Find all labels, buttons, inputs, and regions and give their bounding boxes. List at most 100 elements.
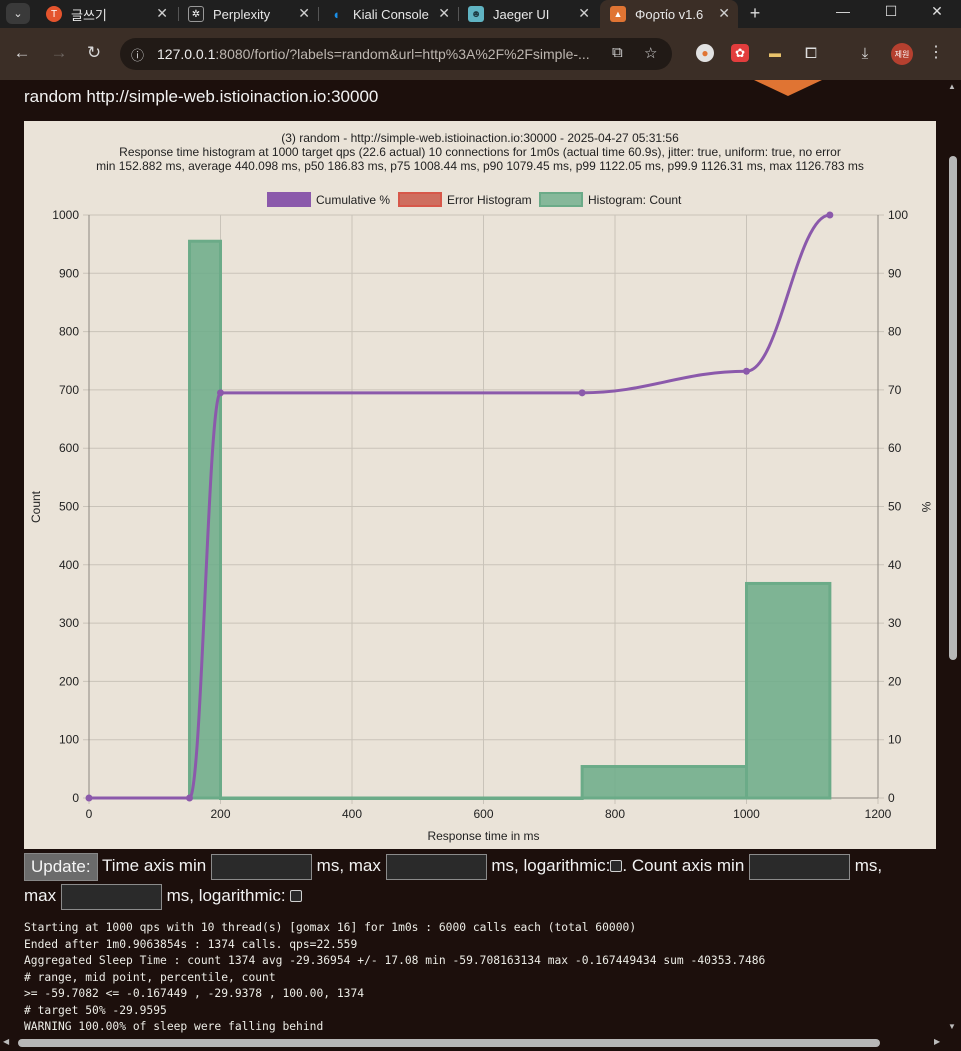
reload-icon[interactable]: ↻: [86, 43, 102, 62]
minimize-icon[interactable]: —: [836, 3, 850, 19]
tab-tistory[interactable]: T 글쓰기 ✕: [36, 0, 176, 28]
log-line: Ended after 1m0.9063854s : 1374 calls. q…: [24, 937, 358, 951]
url-host: 127.0.0.1: [157, 46, 216, 62]
y-tick-label: 100: [59, 733, 79, 747]
count-axis-min-label: . Count axis min: [622, 856, 745, 875]
tab-jaeger[interactable]: ☻ Jaeger UI ✕: [458, 0, 598, 28]
ms-comma-label: ms,: [854, 856, 883, 875]
log-line: # range, mid point, percentile, count: [24, 970, 276, 984]
tistory-icon: T: [46, 6, 62, 22]
count-axis-min-input[interactable]: [749, 853, 851, 880]
maximize-icon[interactable]: ☐: [884, 3, 898, 19]
y2-tick-label: 20: [888, 674, 902, 688]
cumulative-point: [217, 389, 224, 397]
tab-title: Perplexity: [213, 6, 271, 22]
tab-strip: ⌄ T 글쓰기 ✕ ✲ Perplexity ✕ ◖ Kiali Console…: [0, 0, 961, 28]
count-log-checkbox[interactable]: [290, 889, 303, 902]
jaeger-icon: ☻: [468, 6, 484, 22]
close-icon[interactable]: ✕: [578, 5, 590, 21]
url-path: :8080/fortio/?labels=random&url=http%3A%…: [215, 46, 590, 62]
log-line: Aggregated Sleep Time : count 1374 avg -…: [24, 954, 766, 967]
download-icon[interactable]: ⤓: [861, 44, 869, 62]
tab-kiali[interactable]: ◖ Kiali Console ✕: [318, 0, 458, 28]
x-tick-label: 600: [473, 807, 493, 821]
histogram-chart: (3) random - http://simple-web.istioinac…: [24, 121, 936, 849]
histogram-bar: [745, 581, 832, 800]
histogram-bar: [219, 796, 584, 800]
cumulative-point: [186, 794, 194, 802]
tab-perplexity[interactable]: ✲ Perplexity ✕: [178, 0, 318, 28]
time-axis-max-input[interactable]: [385, 853, 487, 880]
time-log-checkbox[interactable]: [610, 859, 623, 872]
y2-tick-label: 10: [888, 733, 902, 747]
forward-icon[interactable]: →: [50, 43, 68, 62]
extension-icon[interactable]: ●: [696, 44, 714, 62]
scroll-left-icon[interactable]: ◀: [3, 1037, 10, 1046]
chart-controls: Update: Time axis min ms, max ms, logari…: [24, 851, 924, 911]
tab-fortio[interactable]: ▲ Φορτίο v1.6 ✕: [600, 0, 738, 28]
y-tick-label: 600: [59, 441, 79, 455]
avatar[interactable]: 제원: [891, 43, 913, 65]
y2-tick-label: 90: [888, 266, 902, 280]
scroll-up-icon[interactable]: ▲: [948, 82, 956, 91]
extension-icon[interactable]: ✿: [731, 44, 749, 62]
kiali-icon: ◖: [332, 6, 340, 22]
cumulative-line: [89, 213, 831, 800]
histogram-bar: [580, 765, 748, 800]
x-axis-label: Response time in ms: [427, 829, 539, 843]
chart-svg: (3) random - http://simple-web.istioinac…: [29, 131, 933, 843]
menu-kebab-icon[interactable]: ⋮: [928, 44, 944, 61]
x-tick-label: 200: [210, 807, 230, 821]
scroll-thumb[interactable]: [18, 1039, 880, 1047]
scroll-right-icon[interactable]: ▶: [934, 1037, 941, 1046]
address-bar[interactable]: ⓘ 127.0.0.1:8080/fortio/?labels=random&u…: [120, 38, 672, 70]
page-content: random http://simple-web.istioinaction.i…: [0, 80, 945, 1035]
y2-tick-label: 40: [888, 558, 902, 572]
count-axis-max-input[interactable]: [60, 883, 162, 910]
y2-tick-label: 60: [888, 441, 902, 455]
y2-tick-label: 100: [888, 208, 908, 222]
x-tick-label: 1000: [733, 807, 760, 821]
y-tick-label: 300: [59, 616, 79, 630]
horizontal-scrollbar[interactable]: ◀ ▶: [0, 1035, 961, 1051]
y-tick-label: 900: [59, 266, 79, 280]
extensions-puzzle-icon[interactable]: ⧠: [804, 44, 817, 62]
url-text: 127.0.0.1:8080/fortio/?labels=random&url…: [157, 46, 590, 62]
legend-label: Error Histogram: [447, 193, 532, 207]
y-tick-label: 700: [59, 383, 79, 397]
x-tick-label: 1200: [865, 807, 892, 821]
cumulative-point: [826, 211, 834, 219]
scroll-thumb[interactable]: [949, 156, 957, 660]
vertical-scrollbar[interactable]: ▲ ▼: [945, 80, 961, 1035]
tab-divider: [458, 7, 459, 21]
extension-icon[interactable]: ▬: [769, 46, 781, 60]
site-info-icon[interactable]: ⓘ: [131, 48, 145, 63]
tab-search-button[interactable]: ⌄: [6, 3, 30, 24]
tab-title: 글쓰기: [71, 7, 107, 23]
log-line: WARNING 100.00% of sleep were falling be…: [24, 1020, 324, 1033]
histogram-bar: [188, 239, 222, 800]
tab-divider: [318, 7, 319, 21]
y2-axis-label: %: [919, 502, 933, 513]
x-tick-label: 0: [86, 807, 93, 821]
tab-title: Jaeger UI: [493, 6, 550, 22]
perplexity-icon: ✲: [188, 6, 204, 22]
back-icon[interactable]: ←: [13, 43, 31, 62]
close-icon[interactable]: ✕: [438, 5, 450, 21]
close-icon[interactable]: ✕: [156, 5, 168, 21]
bookmark-star-icon[interactable]: ☆: [644, 45, 658, 62]
close-icon[interactable]: ✕: [718, 5, 730, 21]
close-icon[interactable]: ✕: [298, 5, 310, 21]
update-button[interactable]: Update:: [24, 852, 98, 881]
new-tab-icon[interactable]: +: [749, 3, 761, 23]
scroll-down-icon[interactable]: ▼: [948, 1022, 956, 1031]
translate-icon[interactable]: ⧉: [612, 44, 623, 61]
cumulative-point: [85, 794, 93, 802]
y2-tick-label: 70: [888, 383, 902, 397]
y2-tick-label: 30: [888, 616, 902, 630]
time-log-label: ms, logarithmic:: [491, 856, 611, 875]
window-close-icon[interactable]: ✕: [931, 3, 943, 19]
fortio-icon: ▲: [610, 6, 626, 22]
legend-swatch: [539, 192, 583, 207]
time-axis-min-input[interactable]: [210, 853, 312, 880]
